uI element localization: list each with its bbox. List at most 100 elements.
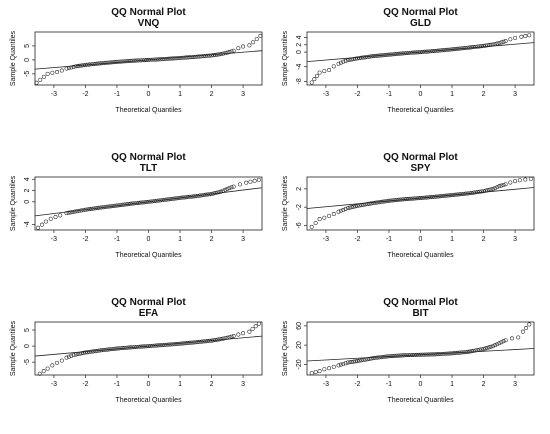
qq-point (107, 204, 112, 209)
qq-point (69, 353, 74, 358)
qq-point (197, 193, 202, 198)
qq-point (377, 53, 382, 58)
qq-point (217, 190, 222, 195)
qq-point (168, 342, 173, 347)
qq-point (369, 54, 374, 59)
qq-point (359, 203, 364, 208)
qq-point (101, 61, 106, 66)
x-tick-label: 2 (482, 381, 486, 388)
qq-point (357, 358, 362, 363)
qq-point (501, 39, 506, 44)
qq-point (114, 203, 119, 208)
qq-point (109, 60, 114, 65)
qq-point (95, 61, 100, 66)
qq-point (215, 337, 220, 342)
x-tick-label: 1 (178, 381, 182, 388)
qq-point (363, 202, 368, 207)
qq-point (501, 182, 506, 187)
qq-point (467, 45, 472, 50)
qq-point (168, 197, 173, 202)
qq-point (455, 192, 460, 197)
qq-point (176, 341, 181, 346)
qq-point (209, 53, 214, 58)
qq-point (473, 190, 478, 195)
qq-point (341, 207, 346, 212)
qq-point (150, 199, 155, 204)
qq-point (197, 54, 202, 59)
qq-point (503, 338, 508, 343)
qq-point (241, 331, 246, 336)
qq-point (107, 60, 112, 65)
qq-point (361, 55, 366, 60)
x-tick-label: 1 (178, 91, 182, 98)
qq-point (402, 197, 407, 202)
qq-point (371, 54, 376, 59)
qq-point (164, 56, 169, 61)
qq-point (471, 190, 476, 195)
qq-point (369, 356, 374, 361)
qq-point (461, 46, 466, 51)
qq-point (457, 46, 462, 51)
qq-point (158, 343, 163, 348)
qq-point (375, 53, 380, 58)
qq-point (178, 55, 183, 60)
y-tick-label: 60 (296, 322, 303, 330)
qq-point (338, 362, 343, 367)
x-tick-label: -1 (114, 236, 120, 243)
qq-point (343, 361, 348, 366)
qq-point (40, 222, 45, 227)
qq-point (138, 344, 143, 349)
qq-point (430, 49, 435, 54)
qq-point (113, 203, 117, 208)
qq-point (126, 202, 131, 206)
qq-point (203, 192, 208, 197)
qq-point (146, 199, 151, 204)
qq-point (322, 367, 327, 372)
qq-point (174, 342, 179, 346)
qq-point (185, 340, 190, 345)
x-tick-label: 2 (210, 91, 214, 98)
qq-point (156, 198, 161, 203)
qq-point (363, 357, 368, 362)
qq-point (394, 197, 399, 202)
qq-point (91, 62, 96, 67)
qq-point (114, 346, 119, 351)
qq-point (160, 343, 165, 348)
qq-point (459, 192, 464, 197)
qq-point (85, 62, 90, 67)
qq-point (430, 195, 435, 199)
qq-point (185, 195, 190, 199)
qq-point (223, 336, 228, 341)
qq-point (327, 213, 332, 218)
qq-point (349, 359, 354, 364)
qq-point (34, 80, 39, 85)
qq-point (450, 351, 455, 356)
x-tick-label: -3 (323, 236, 329, 243)
qq-point (162, 57, 167, 62)
qq-point (371, 356, 376, 361)
qq-point (130, 58, 135, 63)
qq-point (442, 48, 447, 53)
qq-point (75, 352, 80, 357)
qq-point (227, 335, 232, 340)
qq-point (467, 191, 472, 196)
x-tick-label: 3 (513, 381, 517, 388)
qq-point (491, 186, 495, 191)
qq-point (166, 56, 171, 61)
qq-point (195, 340, 200, 345)
qq-point (400, 51, 405, 56)
qq-point (126, 59, 131, 63)
qq-point (136, 58, 141, 63)
x-tick-label: 3 (241, 236, 245, 243)
qq-point (487, 187, 492, 192)
qq-point (353, 204, 358, 209)
qq-point (424, 49, 429, 54)
qq-point (367, 54, 372, 59)
qq-point (351, 57, 356, 62)
qq-point (527, 322, 532, 327)
qq-point (487, 345, 492, 350)
reference-line (306, 187, 535, 209)
qq-point (331, 364, 336, 369)
